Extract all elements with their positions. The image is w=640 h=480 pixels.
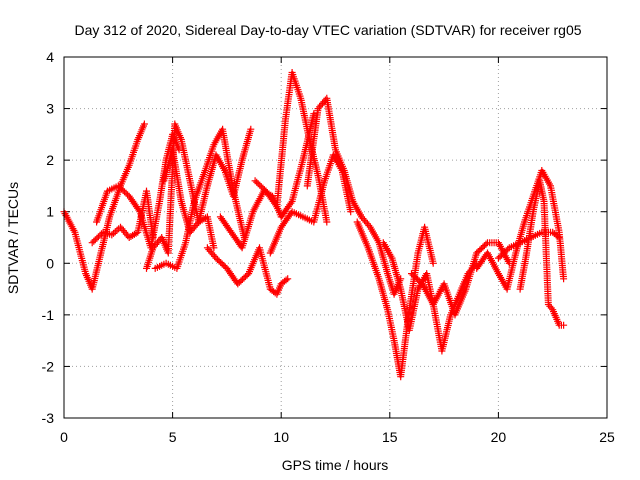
data-point-markers [408,239,513,319]
data-point-markers [203,244,292,298]
data-points [60,69,568,381]
data-point-markers [160,125,255,236]
series-track-q [516,177,568,329]
x-tick-label: 0 [60,429,68,445]
y-tick-label: 4 [46,49,54,65]
y-tick-label: -2 [42,358,55,374]
data-point-markers [303,94,405,298]
series-track-l [353,218,437,381]
y-tick-label: 3 [46,101,54,117]
y-tick-label: 2 [46,152,54,168]
y-tick-label: 1 [46,204,54,220]
y-tick-label: 0 [46,255,54,271]
data-point-markers [88,187,157,247]
plot-frame [63,56,608,419]
x-axis-label: GPS time / hours [282,457,389,473]
data-point-markers [353,218,437,381]
x-tick-label: 15 [382,429,398,445]
series-track-n [408,239,513,319]
x-tick-label: 5 [169,429,177,445]
x-tick-label: 25 [599,429,615,445]
series-track-f [160,125,255,236]
y-axis-label: SDTVAR / TECUs [5,182,21,294]
series-track-k [303,94,405,298]
series-track-b [88,187,157,247]
series-track-g [203,244,292,298]
y-tick-label: -1 [42,307,55,323]
x-tick-label: 20 [491,429,507,445]
chart-title: Day 312 of 2020, Sidereal Day-to-day VTE… [74,22,581,38]
data-point-markers [516,177,568,329]
y-tick-label: -3 [42,410,55,426]
x-tick-label: 10 [273,429,289,445]
